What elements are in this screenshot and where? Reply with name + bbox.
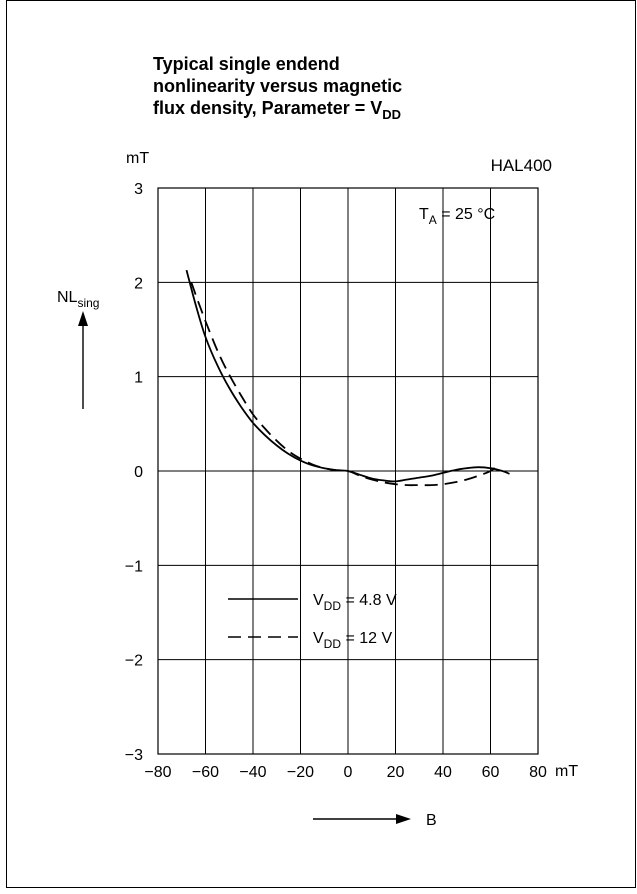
x-tick-label: −80 — [144, 764, 171, 781]
y-tick-label: −2 — [125, 653, 143, 670]
y-tick-label: 3 — [134, 181, 143, 198]
y-tick-label: −3 — [125, 747, 143, 764]
y-tick-label: 2 — [134, 275, 143, 292]
y-tick-label: 0 — [134, 464, 143, 481]
temperature-condition: TA = 25 °C — [419, 206, 495, 227]
y-axis-label: NLsing — [57, 289, 99, 310]
chart-series — [185, 269, 510, 487]
y-tick-labels: −3 −2 −1 0 1 2 3 — [125, 181, 143, 764]
chart-title: Typical single endend nonlinearity versu… — [153, 54, 402, 122]
title-line-2: nonlinearity versus magnetic — [153, 76, 402, 96]
title-line-3: flux density, Parameter = VDD — [153, 98, 401, 122]
y-unit-label: mT — [126, 150, 149, 167]
y-tick-label: −1 — [125, 558, 143, 575]
legend-label-series-2: VDD = 12 V — [313, 630, 392, 651]
x-axis-label: B — [426, 812, 437, 829]
x-unit-label: mT — [555, 763, 578, 780]
y-axis-arrow — [78, 311, 88, 409]
legend-label-series-1: VDD = 4.8 V — [313, 592, 397, 613]
legend: VDD = 4.8 V VDD = 12 V — [228, 592, 397, 651]
nonlinearity-chart: Typical single endend nonlinearity versu… — [57, 54, 578, 829]
x-tick-label: 80 — [529, 764, 547, 781]
title-subscript: DD — [382, 107, 401, 122]
x-tick-label: −40 — [239, 764, 266, 781]
title-line-1: Typical single endend — [153, 54, 340, 74]
y-tick-label: 1 — [134, 370, 143, 387]
plot-border — [157, 187, 539, 755]
device-label: HAL400 — [491, 156, 552, 175]
figure-frame: Typical single endend nonlinearity versu… — [6, 0, 636, 888]
x-tick-label: −20 — [287, 764, 314, 781]
x-tick-label: 0 — [344, 764, 353, 781]
x-tick-label: −60 — [192, 764, 219, 781]
x-tick-label: 20 — [387, 764, 405, 781]
x-axis-arrow — [313, 814, 411, 824]
x-tick-label: 60 — [482, 764, 500, 781]
x-tick-labels: −80 −60 −40 −20 0 20 40 60 80 — [144, 764, 547, 781]
x-tick-label: 40 — [434, 764, 452, 781]
series-line-2 — [190, 282, 499, 487]
